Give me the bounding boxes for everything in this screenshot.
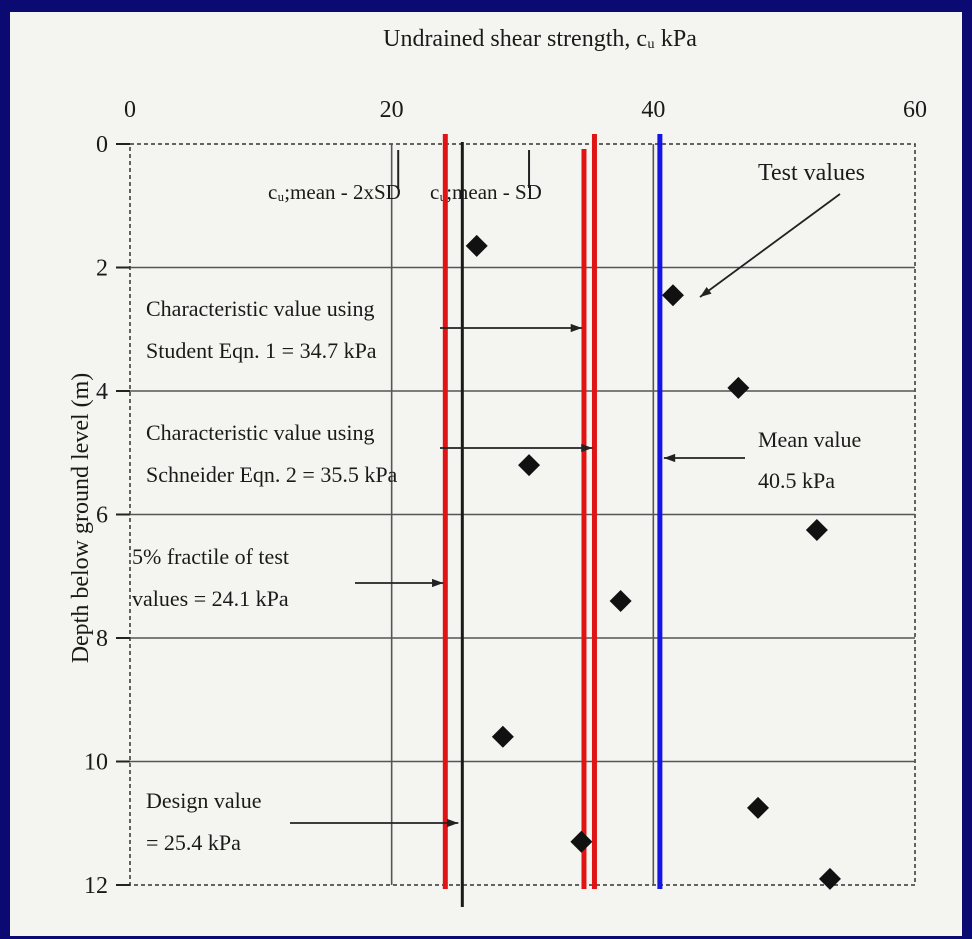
shear-strength-chart: 0 20 40 60 0 2 4 6 8 10 12 Undrained shear streng… xyxy=(68,26,927,907)
arrow-fractile-head xyxy=(432,578,444,588)
annotation-fractile-line2: values = 24.1 kPa xyxy=(132,586,289,611)
annotation-schneider-line1: Characteristic value using xyxy=(146,420,374,445)
arrow-test-values xyxy=(699,193,841,298)
reference-label-sd: cᵤ;mean - SD xyxy=(430,180,542,204)
arrow-schneider-head xyxy=(581,443,593,453)
xtick-label-0: 0 xyxy=(124,97,136,123)
xtick-label-40: 40 xyxy=(641,97,665,123)
ytick-label-2: 2 xyxy=(96,256,108,282)
test-value-point-8 xyxy=(570,830,593,853)
arrow-design-head xyxy=(447,818,459,828)
test-value-point-4 xyxy=(805,518,828,541)
x-tick-labels: 0 20 40 60 xyxy=(124,97,927,123)
annotation-test-values: Test values xyxy=(758,160,865,186)
y-tick-labels: 0 2 4 6 8 10 12 xyxy=(84,132,108,899)
ytick-label-8: 8 xyxy=(96,626,108,652)
test-value-point-9 xyxy=(818,867,841,890)
reference-ticks: cᵤ;mean - 2xSD cᵤ;mean - SD xyxy=(268,150,542,204)
ytick-label-12: 12 xyxy=(84,873,108,899)
annotation-design-line2: = 25.4 kPa xyxy=(146,830,241,855)
ytick-label-0: 0 xyxy=(96,132,108,158)
reference-label-2sd: cᵤ;mean - 2xSD xyxy=(268,180,401,204)
x-axis-label: Undrained shear strength, cᵤ kPa xyxy=(383,26,697,52)
annotation-mean-line2: 40.5 kPa xyxy=(758,468,835,493)
annotation-arrows xyxy=(290,193,841,828)
test-value-point-2 xyxy=(727,376,750,399)
ytick-label-4: 4 xyxy=(96,379,108,405)
annotation-design-line1: Design value xyxy=(146,788,261,813)
test-value-point-3 xyxy=(518,454,541,477)
annotation-mean-line1: Mean value xyxy=(758,427,861,452)
xtick-label-60: 60 xyxy=(903,97,927,123)
arrow-test-values-head xyxy=(700,287,712,297)
arrow-mean-head xyxy=(663,453,676,463)
annotation-student-line2: Student Eqn. 1 = 34.7 kPa xyxy=(146,338,377,363)
test-value-point-0 xyxy=(465,234,488,257)
annotation-fractile-line1: 5% fractile of test xyxy=(132,544,289,569)
test-value-point-6 xyxy=(491,725,514,748)
test-value-point-1 xyxy=(661,284,684,307)
test-value-points xyxy=(465,234,841,890)
annotations: Test values Characteristic value using S… xyxy=(132,160,865,855)
chart-panel: 0 20 40 60 0 2 4 6 8 10 12 Undrained shear streng… xyxy=(10,12,962,936)
ytick-label-10: 10 xyxy=(84,750,108,776)
arrow-student-head xyxy=(570,323,582,333)
grid xyxy=(129,143,916,886)
ytick-label-6: 6 xyxy=(96,503,108,529)
test-value-point-5 xyxy=(609,589,632,612)
annotation-student-line1: Characteristic value using xyxy=(146,296,374,321)
xtick-label-20: 20 xyxy=(380,97,404,123)
test-value-point-7 xyxy=(747,796,769,819)
axis-ticks xyxy=(116,143,130,886)
value-lines xyxy=(442,134,663,907)
y-axis-label: Depth below ground level (m) xyxy=(68,373,94,664)
annotation-schneider-line2: Schneider Eqn. 2 = 35.5 kPa xyxy=(146,462,398,487)
